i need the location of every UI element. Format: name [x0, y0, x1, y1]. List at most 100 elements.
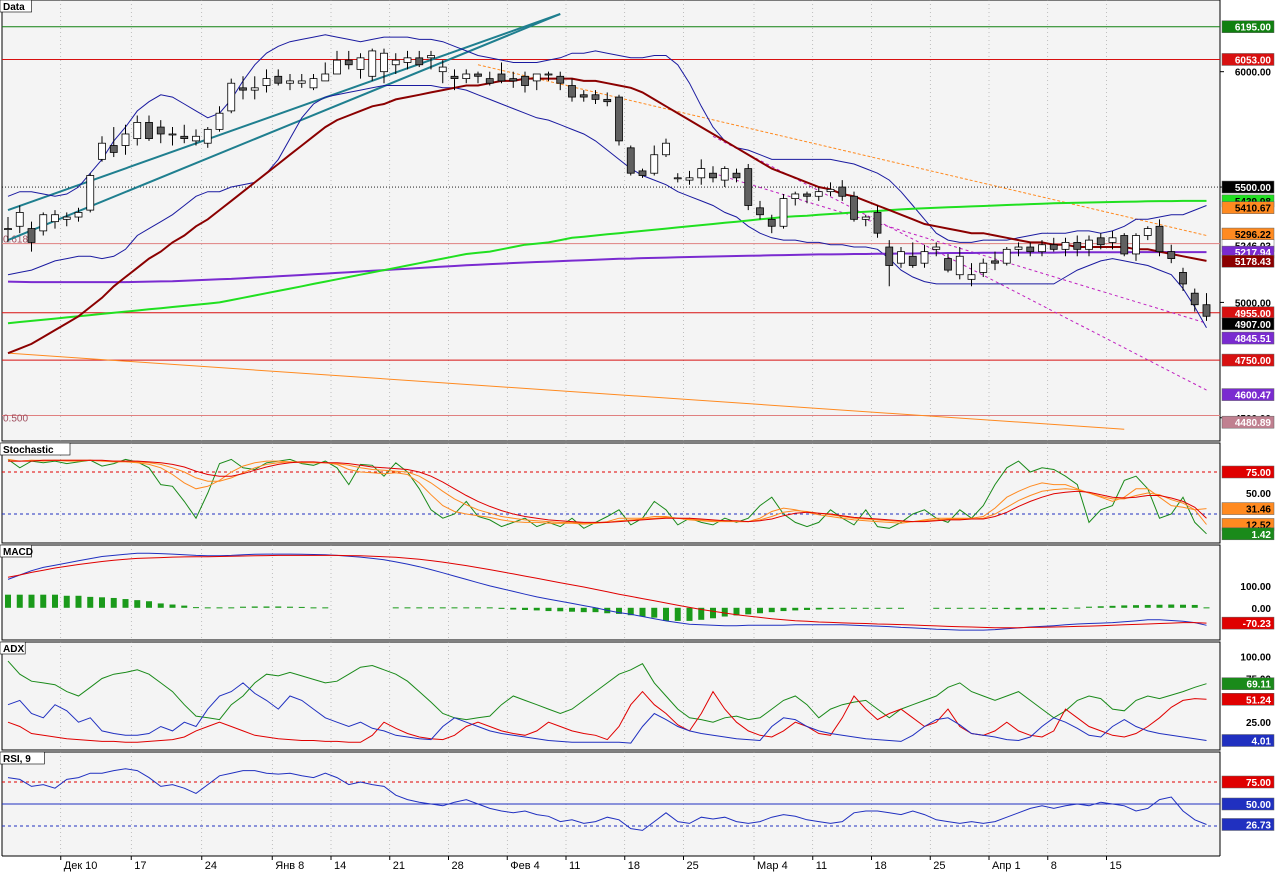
candlestick — [615, 94, 623, 146]
macd-histogram-bar — [616, 607, 622, 614]
price-tag-text: 5500.00 — [1235, 183, 1272, 194]
candlestick — [1202, 293, 1211, 321]
candle-body — [1143, 228, 1152, 236]
price-tag-box — [1221, 677, 1275, 690]
x-tick-label: 11 — [816, 860, 827, 872]
price-tag-box — [1221, 465, 1275, 479]
candlestick — [709, 166, 717, 183]
candlestick — [250, 76, 259, 100]
price-tag-box — [1221, 797, 1275, 811]
price-tag-box — [1221, 331, 1275, 345]
macd-histogram-bar — [639, 607, 646, 617]
candle-body — [356, 57, 365, 70]
candle-body — [74, 212, 83, 218]
macd-histogram-bar — [663, 607, 669, 621]
candle-body — [180, 135, 189, 139]
macd-histogram-bar — [721, 607, 728, 617]
macd-histogram-bar — [75, 595, 82, 608]
candle-body — [39, 214, 48, 232]
candlestick — [850, 191, 858, 222]
candle-body — [1014, 246, 1023, 250]
candlestick — [109, 127, 118, 158]
x-tick-label: 18 — [628, 860, 640, 872]
price-tag-box — [1221, 527, 1275, 541]
candlestick — [897, 247, 905, 268]
price-tag-adx-0: 69.11 — [1221, 677, 1275, 691]
candlestick — [438, 60, 447, 84]
pane-background-0 — [1, 0, 1221, 442]
candlestick — [227, 78, 236, 114]
candlestick — [1085, 235, 1093, 257]
candlestick — [767, 214, 776, 234]
price-tag-2: 5500.00 — [1221, 180, 1275, 194]
macd-histogram-bar — [745, 607, 752, 615]
candle-body — [673, 177, 682, 180]
x-tick-label: Мар 4 — [757, 860, 788, 872]
candlestick — [920, 244, 929, 268]
macd-histogram-bar — [498, 607, 505, 609]
price-tag-text: 5178.43 — [1235, 257, 1272, 268]
price-tag-0: 6195.00 — [1221, 20, 1275, 34]
x-tick-label: 25 — [687, 860, 699, 872]
macd-histogram-bar — [698, 607, 705, 620]
candlestick — [662, 138, 670, 158]
macd-histogram-bar — [533, 607, 540, 611]
macd-histogram-bar — [1062, 607, 1069, 609]
candle-body — [979, 262, 988, 273]
stochastic-line-3 — [8, 459, 1207, 523]
candle-body — [1132, 235, 1140, 255]
stochastic-line-1 — [7, 458, 1207, 525]
x-tick-label: 8 — [1051, 860, 1057, 872]
candle-body — [1108, 237, 1117, 243]
price-layer: 0.618 0.500 — [2, 13, 1220, 430]
orange-trendline-0 — [7, 352, 1125, 430]
candle-body — [15, 212, 24, 227]
candlestick — [885, 240, 894, 287]
candle-body — [838, 186, 847, 197]
candlestick — [603, 92, 612, 107]
macd-histogram-bar — [1191, 604, 1198, 608]
candle-body — [897, 251, 905, 264]
candle-body — [1179, 272, 1187, 285]
macd-histogram-bar — [275, 606, 282, 608]
price-tag-text: 69.11 — [1247, 680, 1272, 691]
candle-body — [450, 75, 459, 80]
price-tag-14: 4480.89 — [1221, 415, 1275, 429]
candle-body — [27, 228, 36, 243]
price-tag-text: 4600.47 — [1235, 391, 1272, 402]
macd-histogram-bar — [287, 606, 293, 608]
candle-body — [532, 73, 541, 82]
macd-histogram-bar — [757, 607, 763, 614]
candle-body — [920, 251, 929, 264]
candle-body — [109, 145, 118, 153]
price-tag-text: 75.00 — [1246, 468, 1271, 479]
price-tag-stoch-1: 31.46 — [1221, 502, 1275, 516]
macd-histogram-bar — [486, 607, 493, 609]
candlestick — [1038, 240, 1046, 257]
candlestick — [838, 180, 847, 201]
candle-body — [1073, 242, 1082, 250]
candle-body — [1120, 235, 1129, 255]
candlestick — [1120, 233, 1129, 257]
candle-body — [767, 218, 776, 227]
pane-title-box-0 — [0, 0, 32, 13]
macd-histogram-bar — [780, 607, 787, 612]
candle-body — [239, 87, 247, 91]
candle-body — [121, 133, 130, 146]
macd-histogram-bar — [451, 607, 458, 609]
x-tick-label: 17 — [134, 860, 146, 872]
candle-body — [615, 96, 623, 142]
candlestick — [180, 124, 189, 144]
price-tag-4: 5410.67 — [1221, 201, 1275, 215]
candlestick — [215, 106, 224, 132]
price-tag-rsi-2: 26.73 — [1221, 818, 1275, 831]
candlestick — [814, 187, 823, 201]
macd-histogram-bar — [968, 607, 975, 609]
candle-body — [368, 50, 377, 77]
price-tag-text: -70.23 — [1243, 619, 1272, 630]
price-tag-box — [1221, 502, 1275, 515]
candlestick — [474, 71, 482, 84]
macd-histogram-bar — [933, 607, 940, 609]
macd-histogram-bar — [804, 607, 810, 610]
